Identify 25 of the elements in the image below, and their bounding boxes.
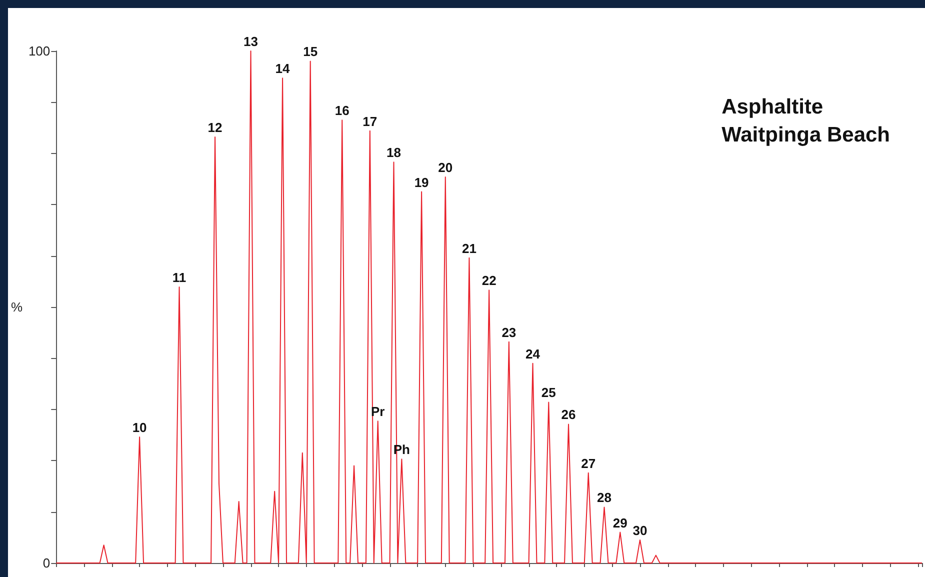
annotation: 15 <box>303 44 318 60</box>
annotation: 27 <box>581 456 596 471</box>
annotation: 22 <box>482 273 496 288</box>
annotation: 11 <box>172 270 186 286</box>
text: Asphaltite Waitpinga Beach <box>722 96 890 146</box>
annotation: 29 <box>612 515 628 530</box>
annotation: 12 <box>208 120 222 136</box>
annotation: 21 <box>462 240 476 256</box>
annotation: 25 <box>541 385 556 400</box>
annotation: 17 <box>362 114 378 129</box>
y-tick-label: 100 <box>28 44 50 58</box>
annotation: 19 <box>414 174 429 190</box>
annotation: 13 <box>244 34 258 49</box>
annotation: 28 <box>597 490 612 506</box>
annotation: 18 <box>386 145 401 160</box>
y-tick-label: 0 <box>42 556 50 570</box>
y-axis-title: % <box>10 300 23 314</box>
annotation: 24 <box>526 346 541 362</box>
annotation: 26 <box>561 407 576 422</box>
annotation: 10 <box>132 420 147 436</box>
annotation: 23 <box>502 324 516 340</box>
annotation: 30 <box>632 522 648 538</box>
annotation: 20 <box>438 160 453 175</box>
annotation: 14 <box>275 61 291 76</box>
annotation: 16 <box>334 103 350 118</box>
